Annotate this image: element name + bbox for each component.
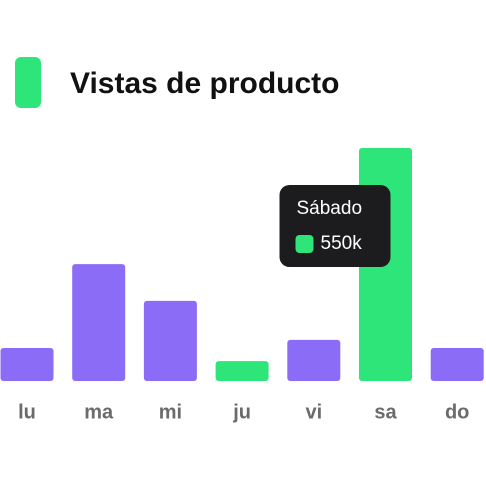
- bar: [215, 361, 269, 381]
- legend-swatch: [15, 57, 41, 108]
- bar: [72, 264, 126, 381]
- x-tick-label: do: [445, 401, 469, 423]
- x-tick-label: ju: [232, 401, 251, 423]
- x-tick-label: mi: [159, 401, 182, 423]
- x-tick-label: ma: [84, 401, 114, 423]
- tooltip-swatch: [295, 235, 314, 253]
- bar: [430, 347, 484, 381]
- bar: [287, 339, 341, 381]
- bar: [0, 347, 54, 381]
- x-tick-label: lu: [18, 401, 36, 423]
- chart-title: Vistas de producto: [70, 67, 340, 100]
- bar: [143, 300, 197, 381]
- x-tick-label: vi: [305, 401, 322, 423]
- tooltip-title: Sábado: [297, 198, 363, 219]
- tooltip-value: 550k: [321, 233, 363, 254]
- x-tick-label: sa: [374, 401, 397, 423]
